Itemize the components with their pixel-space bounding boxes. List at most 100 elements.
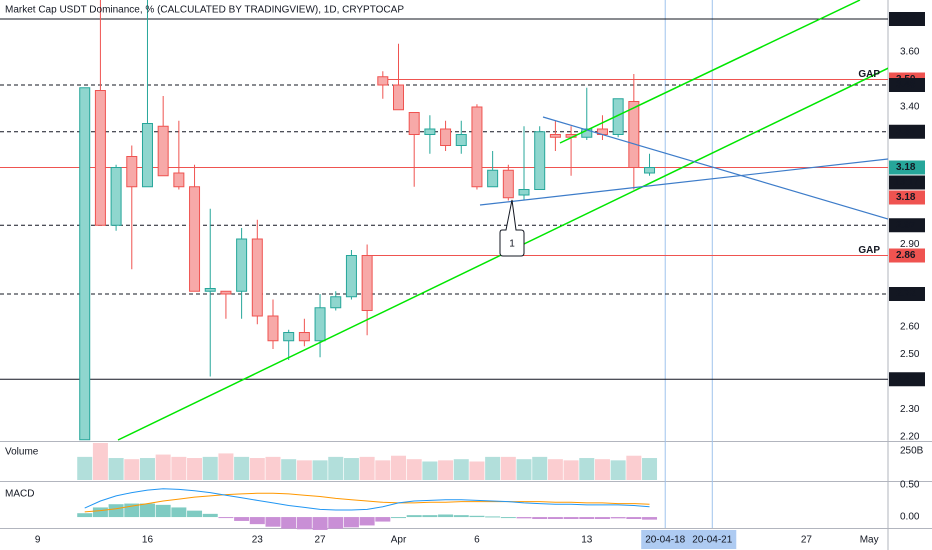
price-tag-label: 3.48 xyxy=(896,80,916,91)
volume-bar xyxy=(124,459,140,480)
macd-histogram-bar xyxy=(453,515,469,518)
macd-histogram-bar xyxy=(563,517,579,519)
volume-bar xyxy=(375,460,391,480)
volume-bar xyxy=(453,459,469,480)
candle-body xyxy=(534,131,546,191)
candle-body xyxy=(267,315,279,342)
candle-body xyxy=(455,134,467,147)
macd-histogram-bar xyxy=(438,514,454,518)
macd-histogram-bar xyxy=(108,504,124,518)
macd-histogram-bar xyxy=(281,517,297,529)
macd-histogram-bar xyxy=(139,503,155,518)
y-tick-label: 2.50 xyxy=(900,349,920,360)
x-tick-label: 6 xyxy=(474,535,480,546)
candle-body xyxy=(126,156,138,188)
candle-body xyxy=(644,167,656,174)
price-tag-label: 2.72 xyxy=(896,289,916,300)
candle-body xyxy=(628,101,640,169)
macd-histogram-bar xyxy=(626,517,642,519)
macd-histogram-bar xyxy=(343,517,359,528)
macd-histogram-bar xyxy=(579,517,595,519)
macd-label: MACD xyxy=(5,489,34,500)
volume-bar xyxy=(281,459,297,480)
volume-bar xyxy=(594,459,610,480)
volume-bar xyxy=(642,458,658,480)
macd-histogram-bar xyxy=(234,517,250,521)
candle-body xyxy=(251,238,263,317)
date-marker-label: 20-04-18 xyxy=(645,535,685,546)
candle-body xyxy=(361,255,373,312)
candle-body xyxy=(141,123,153,188)
y-tick-label: 2.30 xyxy=(900,404,920,415)
volume-bar xyxy=(187,458,203,480)
candle-body xyxy=(283,332,295,342)
y-tick-label: 2.20 xyxy=(900,432,920,443)
candle-body xyxy=(549,134,561,138)
candle-body xyxy=(345,255,357,298)
macd-histogram-bar xyxy=(296,517,312,530)
macd-tick-label: 0.50 xyxy=(900,480,920,491)
macd-histogram-bar xyxy=(610,517,626,519)
countdown-label: 13:17 xyxy=(894,177,919,188)
macd-histogram-bar xyxy=(328,517,344,529)
volume-bar xyxy=(359,456,375,480)
macd-histogram-bar xyxy=(375,517,391,522)
volume-bar xyxy=(485,456,501,480)
macd-tick-label: 0.00 xyxy=(900,512,920,523)
candle-body xyxy=(424,128,436,136)
price-tag xyxy=(889,190,925,205)
macd-histogram-bar xyxy=(218,517,234,519)
candle-body xyxy=(471,106,483,188)
volume-bar xyxy=(500,456,516,480)
candle-body xyxy=(94,90,106,226)
callout-shape xyxy=(499,199,525,257)
x-tick-label: 13 xyxy=(581,535,593,546)
price-tag xyxy=(889,218,925,233)
price-tag-label: 3.18 xyxy=(896,192,916,203)
trend-line xyxy=(542,116,888,220)
volume-bar xyxy=(406,459,422,480)
volume-bar xyxy=(438,460,454,480)
price-tag xyxy=(889,12,925,27)
candle-body xyxy=(393,84,405,111)
trend-line xyxy=(559,0,861,144)
trend-line xyxy=(117,67,888,441)
volume-bar xyxy=(171,456,187,480)
candle-body xyxy=(487,169,499,188)
volume-bar xyxy=(249,458,265,480)
countdown-tag xyxy=(889,175,925,190)
macd-line xyxy=(84,488,650,511)
macd-histogram-bar xyxy=(532,517,548,519)
x-tick-label: May xyxy=(860,535,879,546)
candle-body xyxy=(79,87,91,441)
candle-body xyxy=(173,172,185,188)
level-note: GAP xyxy=(858,245,880,256)
candle-body xyxy=(298,332,310,342)
volume-bar xyxy=(422,461,438,480)
y-tick-label: 3.40 xyxy=(900,102,920,113)
macd-histogram-bar xyxy=(485,516,501,518)
y-tick-label: 3.60 xyxy=(900,47,920,58)
volume-bar xyxy=(218,453,234,480)
volume-label: Volume xyxy=(5,447,39,458)
x-tick-label: 16 xyxy=(142,535,154,546)
macd-histogram-bar xyxy=(77,513,93,518)
x-tick-label: Apr xyxy=(391,535,407,546)
candle-body xyxy=(204,288,216,292)
macd-histogram-bar xyxy=(594,517,610,519)
volume-bar xyxy=(626,455,642,480)
candle-body xyxy=(408,112,420,136)
x-tick-label: 27 xyxy=(314,535,326,546)
candle-body xyxy=(189,186,201,292)
date-marker-label: 20-04-21 xyxy=(692,535,732,546)
volume-bar xyxy=(155,454,171,480)
volume-bar xyxy=(312,460,328,480)
macd-histogram-bar xyxy=(249,517,265,525)
macd-histogram-bar xyxy=(516,517,532,519)
candle-body xyxy=(330,296,342,309)
volume-tick-label: 250B xyxy=(900,446,924,457)
candle-body xyxy=(502,169,514,199)
volume-bar xyxy=(234,456,250,480)
